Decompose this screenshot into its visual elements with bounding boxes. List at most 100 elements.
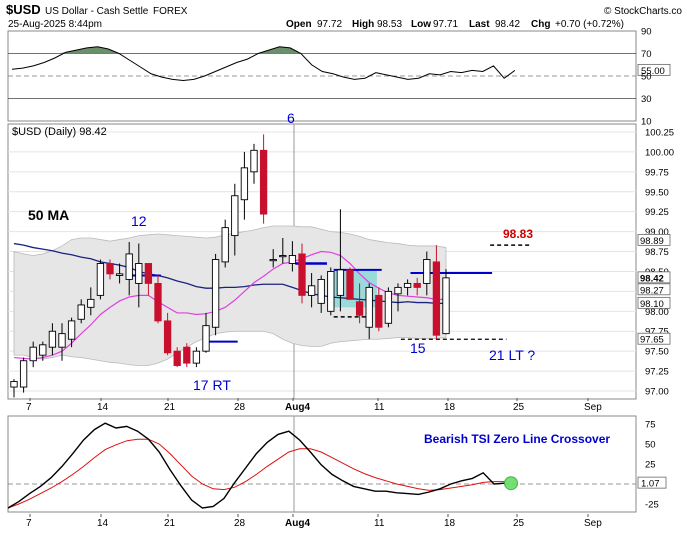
rsi-y-tick: 90 [641, 27, 652, 38]
x-tick-label: 11 [374, 518, 385, 529]
x-tick-label: 7 [26, 518, 32, 529]
x-tick-label: 7 [26, 402, 32, 413]
candle-body [48, 330, 57, 348]
candle-body [432, 261, 441, 336]
symbol-label: $USD [6, 2, 41, 17]
candle-body [39, 344, 47, 356]
price-panel-title: $USD (Daily) 98.42 [12, 126, 107, 138]
high-value: 98.53 [377, 19, 402, 30]
cycle-label-15: 15 [410, 340, 426, 356]
tsi-y-tick: 75 [645, 420, 656, 431]
x-tick-label: 21 [164, 402, 176, 413]
chart-annotations: $USD (Daily) 98.42 50 MA 12 6 17 RT 15 2… [12, 110, 610, 446]
rsi-y-tick: 55.00 [641, 66, 665, 77]
candle-body [106, 263, 114, 275]
x-tick-label: Sep [584, 402, 602, 413]
candle-body [365, 286, 373, 328]
price-y-tick: 97.75 [645, 327, 669, 338]
cycle-label-21lt: 21 LT ? [489, 347, 535, 363]
rsi-y-tick: 50 [641, 72, 652, 83]
candle-body [77, 304, 85, 320]
low-label: Low [411, 19, 431, 30]
candle-body [384, 290, 393, 324]
x-tick-label: 25 [513, 518, 525, 529]
candle-body [115, 273, 124, 276]
candle-body [327, 271, 335, 312]
x-tick-label: Aug4 [285, 518, 310, 529]
x-tick-label: 28 [234, 402, 246, 413]
candle-body [144, 263, 153, 284]
candle-body [87, 298, 95, 308]
candle-body [423, 259, 431, 284]
open-label: Open [286, 19, 312, 30]
crossover-dot [504, 476, 518, 491]
last-label: Last [469, 19, 490, 30]
candle-body [346, 269, 354, 300]
price-value-label: 98.42 [640, 273, 664, 284]
rsi-line [11, 46, 516, 82]
candle-body [394, 286, 402, 295]
price-panel: 100.25100.0099.7599.5099.2599.0098.7598.… [8, 124, 674, 399]
price-y-tick: 99.50 [645, 187, 669, 198]
x-axes: 7 14 21 28 Aug4 11 18 25 Sep 7 14 21 28 Aug4 11 18 25 Sep [26, 398, 602, 529]
candle-body [298, 253, 306, 296]
price-y-tick: 97.00 [645, 387, 669, 398]
candle-body [279, 255, 287, 258]
candle-body [58, 333, 66, 348]
bollinger-band [13, 225, 447, 366]
candle-body [442, 277, 450, 335]
price-value-box [637, 271, 671, 284]
candle-body [336, 269, 345, 296]
price-y-tick: 99.25 [645, 207, 669, 218]
chg-value: +0.70 (+0.72%) [555, 19, 624, 30]
candle-body [125, 253, 133, 280]
x-tick-label: Sep [584, 518, 602, 529]
tsi-y-tick: 50 [645, 440, 656, 451]
x-tick-label: 25 [513, 402, 525, 413]
price-value-label: 97.65 [640, 335, 664, 346]
candle-body [355, 301, 364, 316]
price-y-tick: 100.00 [645, 147, 674, 158]
x-tick-label: 21 [164, 518, 176, 529]
price-y-tick: 97.50 [645, 347, 669, 358]
candle-body [135, 263, 143, 284]
open-value: 97.72 [317, 19, 342, 30]
price-value-box [637, 332, 671, 345]
candle-body [250, 149, 258, 173]
price-y-tick: 97.25 [645, 367, 669, 378]
candle-body [67, 320, 76, 340]
candle-body [211, 259, 220, 328]
tsi-y-tick: 25 [645, 460, 656, 471]
price-y-tick: 98.00 [645, 307, 669, 318]
candle-body [269, 259, 277, 262]
candle-body [288, 255, 297, 264]
x-tick-label: Aug4 [285, 402, 310, 413]
price-value-box [637, 283, 671, 296]
cycle-label-12: 12 [131, 213, 147, 229]
tsi-line [7, 422, 505, 509]
tsi-annotation: Bearish TSI Zero Line Crossover [424, 432, 610, 446]
x-tick-label: 28 [234, 518, 246, 529]
price-value-box [637, 296, 671, 309]
candle-body [259, 149, 268, 215]
candle-body [240, 167, 249, 201]
tsi-value-box [637, 476, 667, 489]
candle-body [183, 346, 191, 364]
price-value-label: 98.10 [640, 299, 664, 310]
candle-body [173, 350, 181, 366]
x-tick-label: 14 [97, 402, 109, 413]
ma50-annotation: 50 MA [28, 207, 69, 223]
candle-body [413, 282, 421, 288]
cycle-label-6: 6 [287, 110, 295, 126]
x-tick-label: 18 [444, 402, 456, 413]
candle-body [307, 285, 316, 296]
candle-body [202, 325, 210, 352]
candle-body [19, 360, 28, 388]
x-tick-label: 11 [374, 402, 385, 413]
x-tick-label: 18 [444, 518, 456, 529]
price-value-label: 98.27 [640, 285, 664, 296]
candle-body [317, 278, 325, 304]
high-label: High [352, 19, 374, 30]
